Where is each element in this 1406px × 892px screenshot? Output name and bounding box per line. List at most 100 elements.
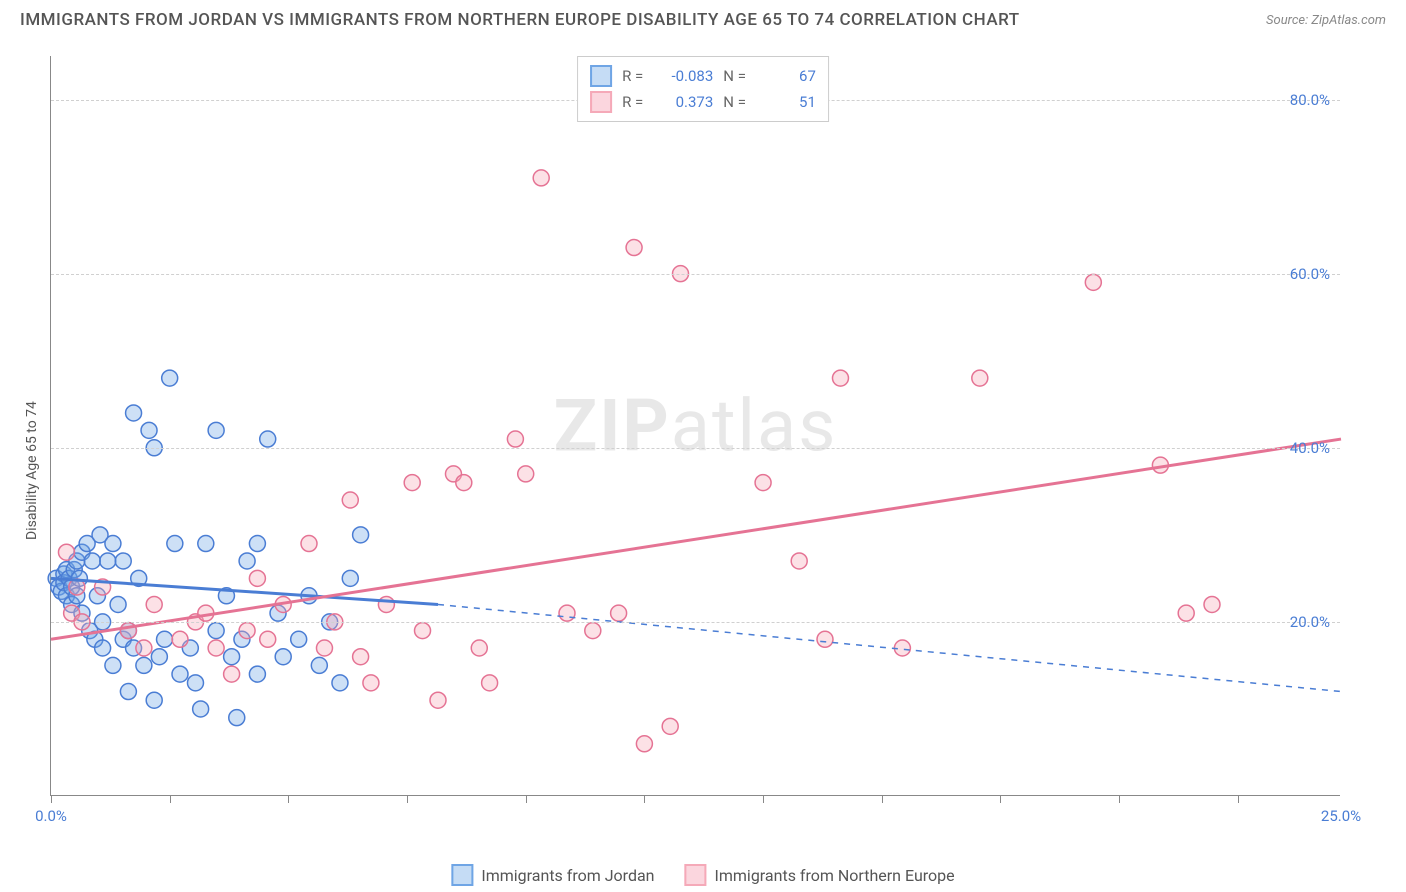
scatter-point: [249, 570, 265, 586]
scatter-point: [146, 692, 162, 708]
scatter-point: [342, 492, 358, 508]
x-tick: [526, 795, 527, 803]
x-tick: [407, 795, 408, 803]
scatter-point: [208, 640, 224, 656]
scatter-point: [404, 475, 420, 491]
legend-r-value: -0.083: [653, 67, 713, 85]
scatter-point: [162, 370, 178, 386]
series-legend: Immigrants from Jordan Immigrants from N…: [451, 864, 954, 886]
scatter-point: [151, 649, 167, 665]
scatter-point: [198, 536, 214, 552]
scatter-point: [260, 631, 276, 647]
scatter-point: [239, 623, 255, 639]
legend-label: Immigrants from Northern Europe: [715, 866, 955, 885]
scatter-point: [1178, 605, 1194, 621]
scatter-point: [224, 649, 240, 665]
legend-row: R = -0.083 N = 67: [590, 63, 816, 89]
scatter-point: [1085, 274, 1101, 290]
x-tick: [288, 795, 289, 803]
scatter-point: [229, 710, 245, 726]
y-tick-label: 60.0%: [1290, 265, 1330, 283]
scatter-point: [172, 666, 188, 682]
scatter-point: [146, 596, 162, 612]
scatter-point: [136, 640, 152, 656]
trend-line: [51, 439, 1341, 639]
scatter-point: [260, 431, 276, 447]
scatter-point: [353, 527, 369, 543]
scatter-point: [533, 170, 549, 186]
scatter-point: [353, 649, 369, 665]
legend-n-value: 51: [756, 93, 816, 111]
scatter-point: [126, 405, 142, 421]
source-attribution: Source: ZipAtlas.com: [1266, 13, 1386, 28]
scatter-point: [249, 666, 265, 682]
gridline: [51, 448, 1340, 449]
legend-n-label: N =: [723, 93, 746, 111]
scatter-point: [518, 466, 534, 482]
scatter-point: [415, 623, 431, 639]
scatter-point: [972, 370, 988, 386]
scatter-point: [817, 631, 833, 647]
scatter-point: [342, 570, 358, 586]
scatter-point: [585, 623, 601, 639]
scatter-svg: [51, 56, 1340, 795]
x-tick: [1238, 795, 1239, 803]
scatter-point: [636, 736, 652, 752]
scatter-point: [115, 553, 131, 569]
scatter-point: [456, 475, 472, 491]
scatter-point: [832, 370, 848, 386]
x-tick-label-max: 25.0%: [1321, 807, 1361, 825]
scatter-point: [141, 422, 157, 438]
gridline: [51, 274, 1340, 275]
scatter-point: [239, 553, 255, 569]
legend-label: Immigrants from Jordan: [481, 866, 654, 885]
scatter-point: [311, 657, 327, 673]
scatter-point: [332, 675, 348, 691]
scatter-point: [301, 536, 317, 552]
x-tick: [1119, 795, 1120, 803]
scatter-point: [559, 605, 575, 621]
y-axis-label: Disability Age 65 to 74: [24, 401, 40, 540]
legend-swatch-blue: [451, 864, 473, 886]
scatter-point: [471, 640, 487, 656]
scatter-point: [58, 544, 74, 560]
scatter-point: [1204, 596, 1220, 612]
scatter-point: [105, 657, 121, 673]
legend-n-value: 67: [756, 67, 816, 85]
scatter-point: [157, 631, 173, 647]
correlation-legend: R = -0.083 N = 67 R = 0.373 N = 51: [577, 56, 829, 122]
legend-swatch-pink: [685, 864, 707, 886]
scatter-point: [611, 605, 627, 621]
scatter-point: [208, 422, 224, 438]
x-tick: [1000, 795, 1001, 803]
x-tick: [51, 795, 52, 803]
scatter-point: [275, 649, 291, 665]
scatter-point: [482, 675, 498, 691]
gridline: [51, 622, 1340, 623]
y-tick-label: 40.0%: [1290, 439, 1330, 457]
legend-r-label: R =: [622, 67, 643, 85]
scatter-point: [84, 553, 100, 569]
x-tick: [644, 795, 645, 803]
scatter-point: [172, 631, 188, 647]
x-tick: [170, 795, 171, 803]
x-tick: [763, 795, 764, 803]
scatter-point: [105, 536, 121, 552]
legend-item: Immigrants from Northern Europe: [685, 864, 955, 886]
scatter-point: [507, 431, 523, 447]
x-tick-label-min: 0.0%: [35, 807, 67, 825]
scatter-point: [136, 657, 152, 673]
legend-swatch-pink: [590, 91, 612, 113]
x-tick: [882, 795, 883, 803]
legend-n-label: N =: [723, 67, 746, 85]
scatter-point: [626, 240, 642, 256]
legend-swatch-blue: [590, 65, 612, 87]
legend-r-value: 0.373: [653, 93, 713, 111]
scatter-point: [791, 553, 807, 569]
legend-row: R = 0.373 N = 51: [590, 89, 816, 115]
scatter-point: [167, 536, 183, 552]
scatter-point: [662, 718, 678, 734]
scatter-point: [378, 596, 394, 612]
scatter-point: [316, 640, 332, 656]
trend-line-extension: [438, 604, 1341, 691]
